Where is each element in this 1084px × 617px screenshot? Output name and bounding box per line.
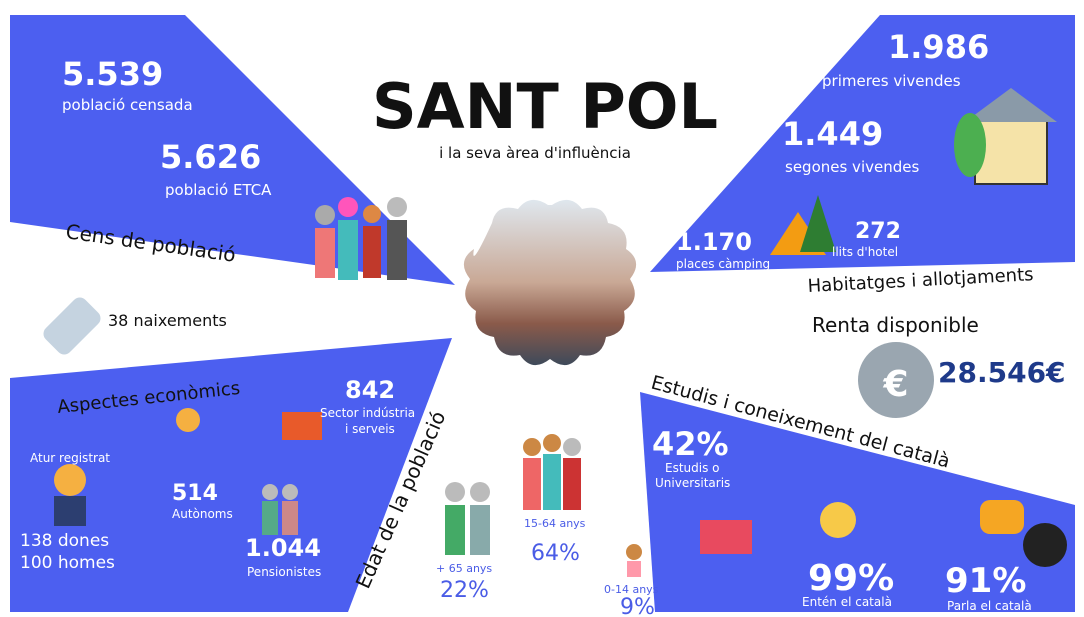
understand-label: Entén el català xyxy=(802,595,892,609)
icons: € xyxy=(43,88,1067,577)
icon-family xyxy=(315,197,407,280)
self-employed-value: 514 xyxy=(172,481,218,506)
industry-label-2: i serveis xyxy=(345,422,395,436)
hotel-label: llits d'hotel xyxy=(832,245,898,259)
primary-value: 1.986 xyxy=(888,28,989,66)
speak-value: 91% xyxy=(945,561,1026,601)
icon-person-3 xyxy=(820,502,856,538)
industry-value: 842 xyxy=(345,376,395,404)
secondary-label: segones vivendes xyxy=(785,158,919,176)
icon-roof xyxy=(965,88,1057,122)
icon-bottle xyxy=(43,297,101,355)
studies-value: 42% xyxy=(652,425,729,463)
icon-house xyxy=(974,117,1048,185)
etca-label: població ETCA xyxy=(165,181,272,199)
icon-pine xyxy=(800,195,836,252)
wedges xyxy=(10,15,1075,612)
women: 138 dones xyxy=(20,531,109,551)
title: SANT POL xyxy=(372,70,718,143)
unemployment-label: Atur registrat xyxy=(30,451,110,465)
men: 100 homes xyxy=(20,553,115,573)
etca-value: 5.626 xyxy=(160,138,261,176)
understand-value: 99% xyxy=(808,558,894,599)
icon-person-1-body xyxy=(54,496,86,526)
hotel-value: 272 xyxy=(855,219,901,244)
icon-child xyxy=(626,544,642,577)
income-value: 28.546€ xyxy=(938,356,1066,389)
icon-elders xyxy=(445,482,490,555)
icon-money-bag xyxy=(858,342,934,418)
camping-value: 1.170 xyxy=(676,228,752,256)
speak-label: Parla el català xyxy=(947,599,1032,613)
icon-pensioners xyxy=(262,484,298,535)
icon-tree xyxy=(954,113,986,177)
studies-label-2: Universitaris xyxy=(655,476,730,490)
census-value: 5.539 xyxy=(62,55,163,93)
studies-label-1: Estudis o xyxy=(665,461,720,475)
age-label-2: 0-14 anys xyxy=(604,583,659,596)
age-label-0: + 65 anys xyxy=(436,562,492,575)
icon-laptop xyxy=(700,520,752,554)
icon-euro: € xyxy=(882,364,908,405)
primary-label: primeres vivendes xyxy=(822,72,961,90)
self-employed-label: Autònoms xyxy=(172,507,233,521)
icon-speech xyxy=(980,500,1024,534)
secondary-value: 1.449 xyxy=(782,115,883,153)
wedge-population xyxy=(10,15,455,285)
icon-person-4 xyxy=(1023,523,1067,567)
icon-adults xyxy=(523,434,581,510)
age-value-2: 9% xyxy=(620,595,655,617)
wedge-economy xyxy=(10,338,452,612)
icon-person-2 xyxy=(176,408,200,432)
industry-label-1: Sector indústria xyxy=(320,406,415,420)
age-value-0: 22% xyxy=(440,578,489,603)
income-heading: Renta disponible xyxy=(812,313,979,337)
housing-heading: Habitatges i allotjaments xyxy=(807,264,1034,297)
age-label-1: 15-64 anys xyxy=(524,517,586,530)
births: 38 naixements xyxy=(108,311,227,330)
wedge-education xyxy=(640,392,1075,612)
photo xyxy=(463,199,637,366)
subtitle: i la seva àrea d'influència xyxy=(439,144,631,162)
pensioners-label: Pensionistes xyxy=(247,565,321,579)
wedge-housing xyxy=(650,15,1075,272)
icon-person-1 xyxy=(54,464,86,496)
icon-factory xyxy=(282,412,322,440)
age-value-1: 64% xyxy=(531,541,580,566)
pensioners-value: 1.044 xyxy=(245,534,321,562)
census-label: població censada xyxy=(62,96,193,114)
camping-label: places càmping xyxy=(676,257,770,271)
